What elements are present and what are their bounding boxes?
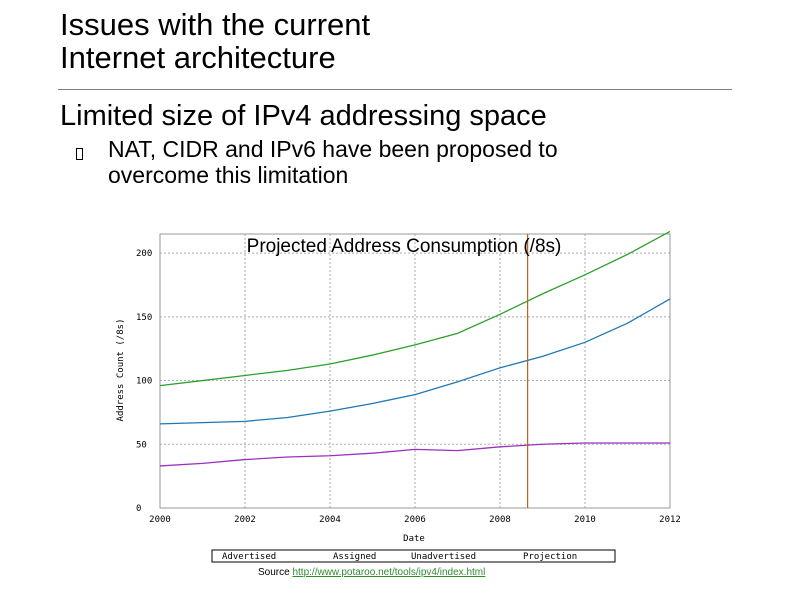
y-tick-label-4: 200	[136, 249, 152, 259]
y-tick-label-0: 0	[136, 504, 141, 514]
slide-title-line-2: Internet architecture	[60, 40, 336, 75]
y-tick-label-2: 100	[136, 377, 152, 387]
sub-bullet-line-1: NAT, CIDR and IPv6 have been proposed to	[108, 136, 558, 162]
series-line-unadvertised	[159, 442, 670, 467]
legend-item-projection: Projection	[523, 552, 577, 562]
x-tick-label-4: 2008	[489, 515, 511, 525]
source-caption: Source http://www.potaroo.net/tools/ipv4…	[258, 567, 485, 578]
x-tick-label-1: 2002	[234, 515, 256, 525]
x-tick-label-6: 2012	[659, 515, 681, 525]
series-line-advertised	[159, 298, 671, 425]
legend-item-advertised: Advertised	[222, 552, 276, 562]
slide-title-line-1: Issues with the current	[60, 7, 371, 42]
y-tick-label-3: 150	[136, 313, 152, 323]
x-tick-label-3: 2006	[404, 515, 426, 525]
legend: Advertised Assigned Unadvertised Projection	[222, 552, 577, 562]
y-axis-label: Address Count (/8s)	[116, 319, 126, 422]
sub-bullet-icon	[76, 148, 83, 160]
title-divider	[58, 89, 732, 90]
x-axis-label: Date	[403, 534, 425, 544]
legend-item-assigned: Assigned	[333, 552, 376, 562]
tick-labels: 0 50 100 150 200 2000 2002 2004 2006 2008 2010 2012	[136, 249, 681, 525]
sub-bullet-nat-cidr-ipv6: NAT, CIDR and IPv6 have been proposed to…	[108, 136, 558, 188]
sub-bullet-line-2: overcome this limitation	[108, 162, 349, 188]
x-tick-label-2: 2004	[319, 515, 341, 525]
slide-title: Issues with the current Internet archite…	[60, 8, 370, 74]
series-line-assigned	[159, 230, 671, 387]
source-prefix: Source	[258, 567, 293, 578]
series-lines	[159, 230, 671, 467]
x-tick-label-0: 2000	[149, 515, 171, 525]
legend-item-unadvertised: Unadvertised	[411, 552, 476, 562]
chart-title: Projected Address Consumption (/8s)	[247, 236, 562, 257]
source-link[interactable]: http://www.potaroo.net/tools/ipv4/index.…	[292, 567, 486, 578]
x-tick-label-5: 2010	[574, 515, 596, 525]
bullet-ipv4-space: Limited size of IPv4 addressing space	[60, 100, 547, 132]
y-tick-label-1: 50	[136, 440, 147, 450]
legend-box	[211, 549, 616, 563]
grid-lines	[160, 234, 670, 508]
